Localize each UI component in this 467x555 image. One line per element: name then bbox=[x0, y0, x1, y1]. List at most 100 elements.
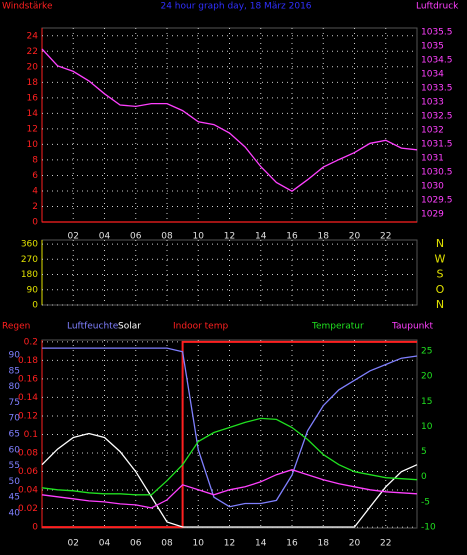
y2-tick-label: 1031.5 bbox=[421, 140, 453, 150]
legend-label: Temperatur bbox=[311, 322, 364, 332]
y-tick-label: 14 bbox=[27, 109, 39, 119]
x-tick-label: 12 bbox=[224, 232, 235, 242]
y-tick-label: 0.1 bbox=[24, 430, 38, 440]
x-tick-label: 06 bbox=[130, 232, 142, 242]
legend-label: Taupunkt bbox=[391, 322, 434, 332]
y2-tick-label: 25 bbox=[421, 347, 432, 357]
y3-tick-label: 50 bbox=[9, 477, 21, 487]
y-tick-label: 0.12 bbox=[18, 411, 38, 421]
x-tick-label: 14 bbox=[255, 539, 267, 549]
y-tick-label: 0.2 bbox=[24, 337, 38, 347]
x-tick-label: 16 bbox=[286, 539, 298, 549]
series-line bbox=[42, 340, 417, 529]
x-tick-label: 16 bbox=[286, 232, 298, 242]
x-tick-label: 18 bbox=[318, 232, 330, 242]
y2-tick-label: 1030 bbox=[421, 182, 444, 192]
x-tick-label: 08 bbox=[161, 232, 173, 242]
y3-tick-label: 85 bbox=[9, 366, 20, 376]
plot-frame bbox=[41, 27, 418, 223]
y2-tick-label: N bbox=[436, 237, 444, 250]
y2-tick-label: S bbox=[437, 268, 444, 281]
y3-tick-label: 80 bbox=[9, 382, 21, 392]
y2-tick-label: -5 bbox=[421, 497, 430, 507]
series-line bbox=[41, 417, 418, 496]
y-tick-label: 22 bbox=[27, 47, 38, 57]
annotation: Indoor temp bbox=[173, 322, 228, 332]
legend-label: Regen bbox=[2, 322, 30, 332]
y2-tick-label: W bbox=[435, 252, 446, 265]
y3-tick-label: 70 bbox=[9, 414, 21, 424]
y-tick-label: 90 bbox=[27, 285, 39, 295]
y2-tick-label: 10 bbox=[421, 422, 433, 432]
x-tick-label: 22 bbox=[380, 232, 391, 242]
y-tick-label: 0 bbox=[32, 523, 38, 533]
y2-tick-label: N bbox=[436, 298, 444, 311]
x-tick-label: 02 bbox=[68, 232, 79, 242]
y-tick-label: 16 bbox=[27, 93, 39, 103]
y3-tick-label: 65 bbox=[9, 430, 20, 440]
x-tick-label: 02 bbox=[68, 539, 79, 549]
y-tick-label: 4 bbox=[32, 186, 38, 196]
y-tick-label: 20 bbox=[27, 62, 39, 72]
y2-tick-label: 1029 bbox=[421, 210, 444, 220]
series-line bbox=[41, 432, 418, 528]
x-tick-label: 20 bbox=[349, 539, 361, 549]
y3-tick-label: 75 bbox=[9, 398, 20, 408]
y2-tick-label: 1035 bbox=[421, 42, 444, 52]
y2-tick-label: 15 bbox=[421, 397, 432, 407]
x-tick-label: 08 bbox=[161, 539, 173, 549]
y-tick-label: 0.18 bbox=[18, 356, 38, 366]
y2-tick-label: O bbox=[436, 283, 445, 296]
y3-tick-label: 90 bbox=[9, 351, 21, 361]
y2-tick-label: 1029.5 bbox=[421, 196, 453, 206]
x-tick-label: 06 bbox=[130, 539, 142, 549]
y3-tick-label: 55 bbox=[9, 461, 20, 471]
y-tick-label: 12 bbox=[27, 124, 38, 134]
y-tick-label: 0 bbox=[32, 301, 38, 311]
y-tick-label: 24 bbox=[27, 31, 39, 41]
x-tick-label: 14 bbox=[255, 232, 267, 242]
y2-tick-label: 1035.5 bbox=[421, 28, 453, 38]
y2-tick-label: -10 bbox=[421, 522, 436, 532]
legend-label: Luftfeuchte bbox=[67, 322, 119, 332]
y3-tick-label: 40 bbox=[9, 508, 21, 518]
y2-tick-label: 1034.5 bbox=[421, 56, 453, 66]
y2-tick-label: 0 bbox=[421, 472, 427, 482]
y2-tick-label: 1032 bbox=[421, 126, 444, 136]
y2-tick-label: 1031 bbox=[421, 154, 444, 164]
y2-tick-label: 20 bbox=[421, 372, 433, 382]
y3-tick-label: 60 bbox=[9, 445, 21, 455]
y-tick-label: 0.16 bbox=[18, 374, 38, 384]
x-tick-label: 04 bbox=[99, 539, 111, 549]
x-tick-label: 04 bbox=[99, 232, 111, 242]
x-tick-label: 18 bbox=[318, 539, 330, 549]
x-tick-label: 12 bbox=[224, 539, 235, 549]
y3-tick-label: 45 bbox=[9, 493, 20, 503]
y2-tick-label: 1033.5 bbox=[421, 84, 453, 94]
y2-tick-label: 1032.5 bbox=[421, 112, 453, 122]
x-tick-label: 10 bbox=[193, 232, 205, 242]
y-tick-label: 0.14 bbox=[18, 393, 38, 403]
x-tick-label: 10 bbox=[193, 539, 205, 549]
y-tick-label: 180 bbox=[21, 270, 38, 280]
x-tick-label: 20 bbox=[349, 232, 361, 242]
y-tick-label: 0.04 bbox=[18, 486, 38, 496]
y-tick-label: 10 bbox=[27, 140, 39, 150]
y-tick-label: 360 bbox=[21, 240, 38, 250]
y-axis-label: Windstärke bbox=[2, 2, 53, 12]
x-tick-label: 22 bbox=[380, 539, 391, 549]
y-tick-label: 0.02 bbox=[18, 504, 38, 514]
series-line bbox=[41, 469, 418, 509]
legend-label: Solar bbox=[118, 322, 141, 332]
chart-title: 24 hour graph day, 18 März 2016 bbox=[160, 2, 311, 12]
y-tick-label: 6 bbox=[32, 171, 38, 181]
y-tick-label: 2 bbox=[32, 202, 38, 212]
y2-tick-label: 1030.5 bbox=[421, 168, 453, 178]
y-tick-label: 270 bbox=[21, 255, 38, 265]
y-tick-label: 0.06 bbox=[18, 467, 38, 477]
y2-tick-label: 5 bbox=[421, 447, 427, 457]
plot-frame bbox=[41, 339, 418, 529]
y-tick-label: 0 bbox=[32, 218, 38, 228]
